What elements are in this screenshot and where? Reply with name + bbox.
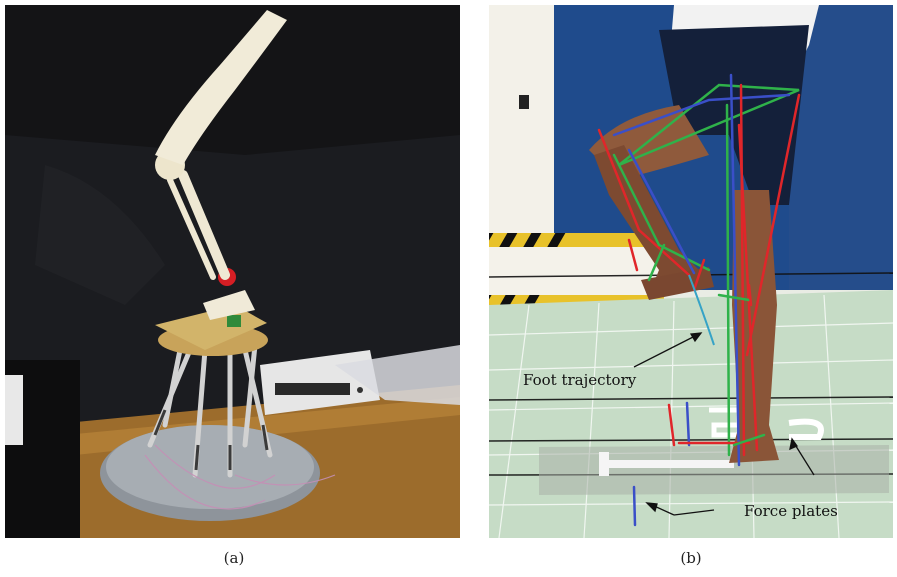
panel-b-caption: (b) <box>680 549 702 567</box>
photo-motion-capture-overlay: Foot trajectory Force plates <box>489 5 893 538</box>
foot-trajectory-label: Foot trajectory <box>523 371 637 389</box>
force-plate-area <box>539 445 889 495</box>
photo-robotic-leg-platform <box>5 5 460 538</box>
force-plates-label: Force plates <box>744 502 838 520</box>
panel-a-caption: (a) <box>223 549 245 567</box>
robotic-leg-photo-illustration <box>5 5 460 538</box>
hazard-stripe-upper <box>489 233 664 247</box>
motion-capture-photo-illustration <box>489 5 893 538</box>
